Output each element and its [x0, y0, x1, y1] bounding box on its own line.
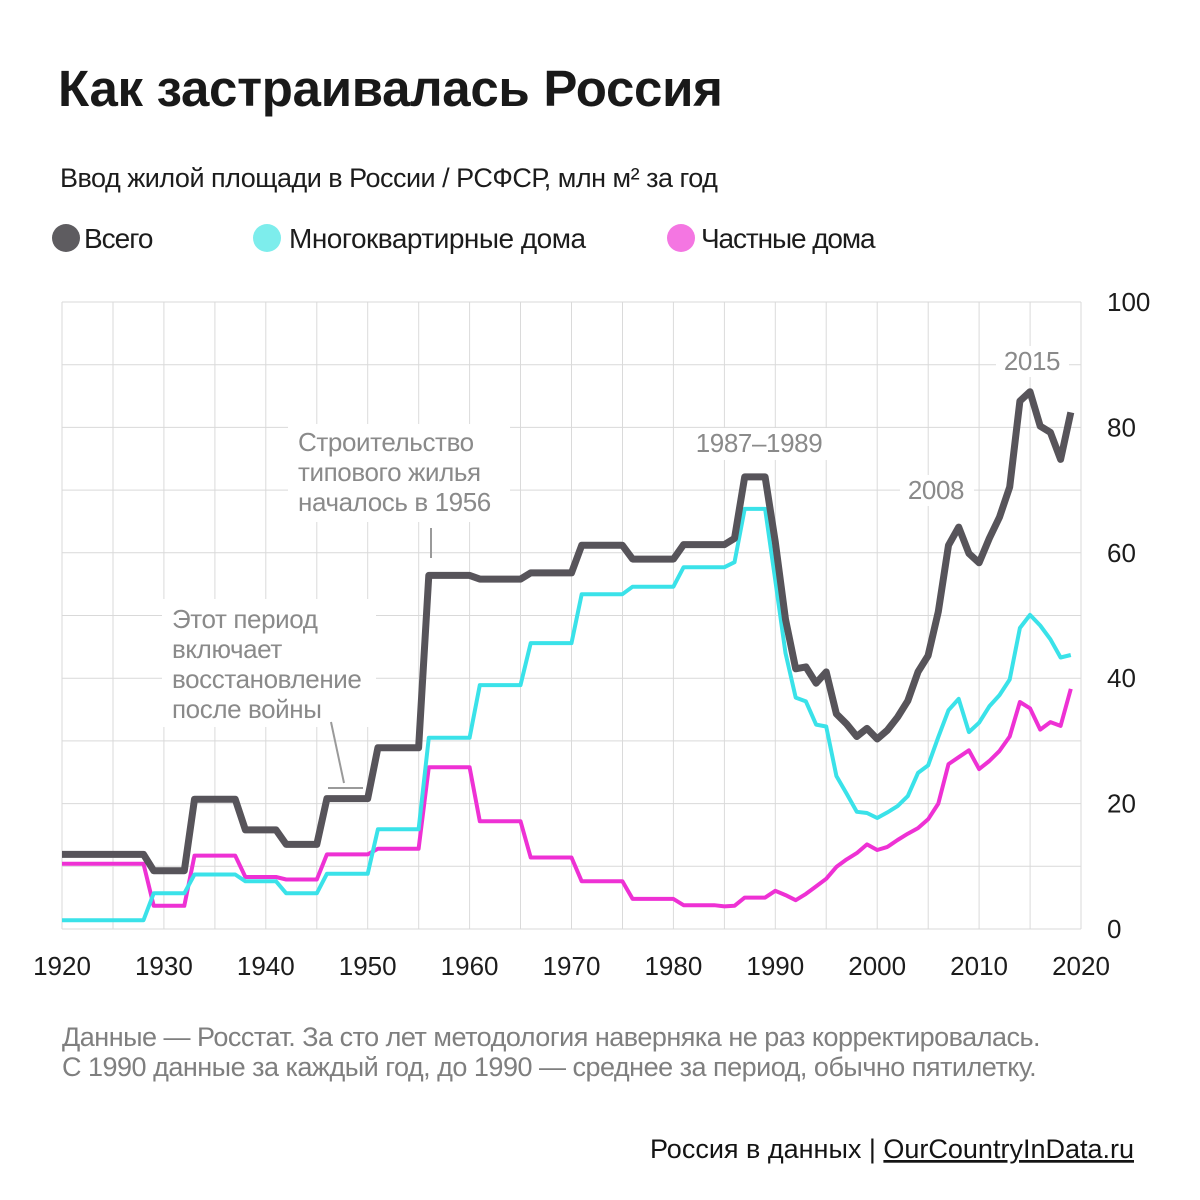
svg-text:началось в 1956: началось в 1956 [298, 487, 491, 517]
svg-text:2008: 2008 [908, 475, 964, 505]
svg-text:Всего: Всего [84, 223, 153, 254]
svg-text:Этот период: Этот период [172, 604, 318, 634]
svg-text:80: 80 [1107, 412, 1136, 442]
svg-text:1940: 1940 [237, 951, 295, 981]
svg-text:С 1990 данные за каждый год, д: С 1990 данные за каждый год, до 1990 — с… [62, 1052, 1036, 1082]
svg-text:2000: 2000 [848, 951, 906, 981]
svg-text:60: 60 [1107, 538, 1136, 568]
svg-text:1987–1989: 1987–1989 [696, 428, 823, 458]
svg-text:40: 40 [1107, 663, 1136, 693]
svg-text:100: 100 [1107, 287, 1150, 317]
svg-text:после войны: после войны [172, 694, 322, 724]
svg-text:Строительство: Строительство [298, 427, 474, 457]
svg-text:Данные — Росстат. За сто лет м: Данные — Росстат. За сто лет методология… [62, 1022, 1040, 1052]
svg-text:2020: 2020 [1052, 951, 1110, 981]
svg-text:типового жилья: типового жилья [298, 457, 481, 487]
svg-text:1930: 1930 [135, 951, 193, 981]
svg-text:2010: 2010 [950, 951, 1008, 981]
svg-text:Многоквартирные дома: Многоквартирные дома [289, 223, 587, 254]
svg-text:Частные дома: Частные дома [701, 223, 876, 254]
svg-text:1950: 1950 [339, 951, 397, 981]
svg-text:Ввод жилой площади в России /: Ввод жилой площади в России / РСФСР, млн… [60, 163, 718, 193]
svg-text:1990: 1990 [746, 951, 804, 981]
svg-text:Как застраивалась Россия: Как застраивалась Россия [58, 60, 723, 117]
svg-text:включает: включает [172, 634, 282, 664]
svg-text:восстановление: восстановление [172, 664, 361, 694]
svg-text:1980: 1980 [644, 951, 702, 981]
svg-text:2015: 2015 [1004, 346, 1060, 376]
svg-text:0: 0 [1107, 914, 1121, 944]
svg-text:Россия в данных | OurCountryIn: Россия в данных | OurCountryInData.ru [650, 1134, 1134, 1164]
svg-text:20: 20 [1107, 789, 1136, 819]
svg-text:1920: 1920 [33, 951, 91, 981]
svg-text:1960: 1960 [441, 951, 499, 981]
svg-text:1970: 1970 [543, 951, 601, 981]
